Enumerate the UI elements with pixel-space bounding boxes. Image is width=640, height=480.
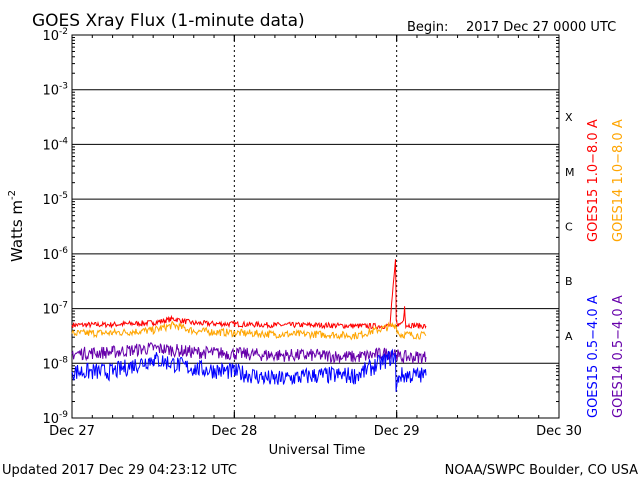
y-tick-label: 10-4 — [42, 136, 68, 153]
y-tick-label: 10-2 — [42, 27, 68, 44]
x-tick-label: Dec 27 — [49, 424, 95, 439]
y-axis-label-base: Watts m — [8, 200, 26, 262]
flare-class-label: C — [565, 221, 573, 234]
updated-timestamp: Updated 2017 Dec 29 04:23:12 UTC — [2, 463, 237, 478]
begin-value: 2017 Dec 27 0000 UTC — [466, 20, 616, 35]
y-axis-label-exponent: -2 — [7, 190, 18, 200]
x-tick-label: Dec 28 — [211, 424, 257, 439]
chart-title: GOES Xray Flux (1-minute data) — [32, 11, 305, 31]
begin-label: Begin: — [407, 20, 448, 35]
series-line — [71, 320, 427, 341]
svg-text:Watts m-2: Watts m-2 — [7, 190, 26, 262]
x-tick-label: Dec 30 — [536, 424, 582, 439]
y-tick-label: 10-8 — [42, 355, 68, 372]
flare-class-label: X — [565, 111, 573, 124]
y-axis-label: Watts m-2 — [7, 190, 26, 262]
legend-entry: GOES15 1.0−8.0 A — [586, 119, 601, 242]
x-axis-label: Universal Time — [269, 443, 366, 458]
y-tick-label: 10-7 — [42, 301, 68, 318]
legend-entry: GOES15 0.5−4.0 A — [586, 295, 601, 418]
legend-entry: GOES14 0.5−4.0 A — [611, 295, 626, 418]
flare-class-label: A — [565, 330, 573, 343]
flare-class-label: B — [565, 275, 573, 288]
series-line — [71, 342, 427, 365]
y-tick-label: 10-3 — [42, 82, 68, 99]
y-tick-label: 10-9 — [42, 410, 68, 427]
credit-text: NOAA/SWPC Boulder, CO USA — [445, 463, 638, 478]
legend: GOES15 1.0−8.0 A GOES15 0.5−4.0 A GOES14 1… — [586, 119, 626, 418]
legend-entry: GOES14 1.0−8.0 A — [611, 119, 626, 242]
flare-class-label: M — [565, 166, 575, 179]
y-tick-label: 10-6 — [42, 246, 68, 263]
y-tick-label: 10-5 — [42, 191, 68, 208]
series-line — [71, 348, 427, 392]
x-tick-label: Dec 29 — [374, 424, 420, 439]
series-line — [71, 259, 427, 330]
